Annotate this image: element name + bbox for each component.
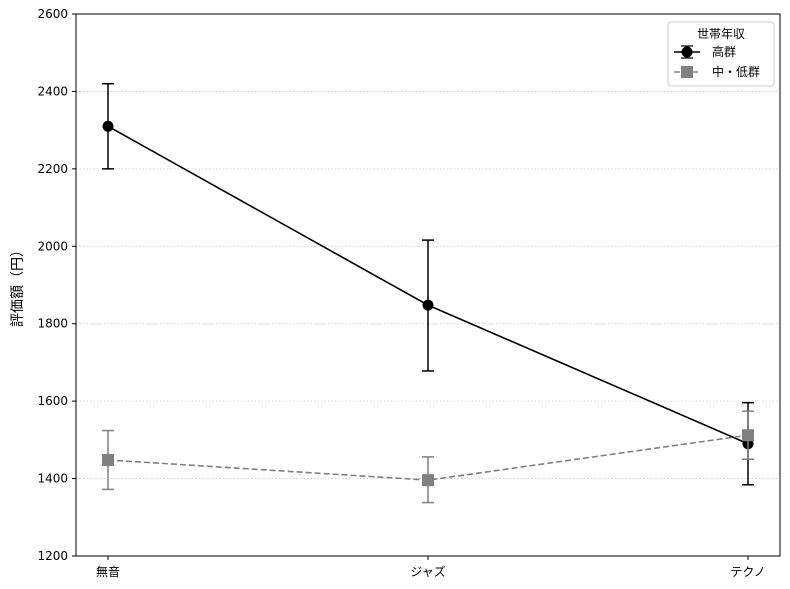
legend-item-1: 高群 (674, 44, 736, 59)
x-axis-ticks: 無音 ジャズ テクノ (96, 556, 766, 579)
y-tick-label: 2400 (37, 84, 68, 98)
legend-item-2: 中・低群 (674, 64, 760, 79)
y-tick-label: 2600 (37, 7, 68, 21)
legend-label: 中・低群 (712, 64, 760, 79)
legend-items: 高群中・低群 (674, 44, 760, 79)
legend-label: 高群 (712, 44, 736, 59)
x-tick-label: 無音 (96, 564, 120, 579)
x-tick-label: テクノ (730, 565, 765, 579)
data-point (422, 474, 434, 487)
y-tick-label: 1800 (37, 317, 68, 331)
plot-frame (75, 13, 781, 557)
y-tick-label: 2200 (37, 162, 68, 176)
y-axis-ticks: 1200 1400 1600 1800 2000 2200 2400 2600 (37, 7, 76, 563)
data-point (102, 453, 114, 466)
legend: 世帯年収 高群中・低群 (667, 21, 775, 87)
data-point (422, 299, 434, 311)
y-tick-label: 2000 (37, 239, 68, 253)
y-tick-label: 1600 (37, 394, 68, 408)
y-tick-label: 1200 (37, 549, 68, 563)
x-tick-label: ジャズ (410, 564, 445, 579)
legend-marker (681, 46, 693, 58)
y-axis-label: 評価額（円） (10, 243, 26, 327)
series-2 (102, 410, 754, 504)
legend-marker (681, 66, 693, 78)
legend-box (667, 21, 775, 87)
series-group (102, 82, 754, 504)
legend-title: 世帯年収 (697, 27, 745, 41)
y-tick-label: 1400 (37, 472, 68, 486)
data-point (742, 429, 754, 442)
data-point (102, 120, 114, 132)
